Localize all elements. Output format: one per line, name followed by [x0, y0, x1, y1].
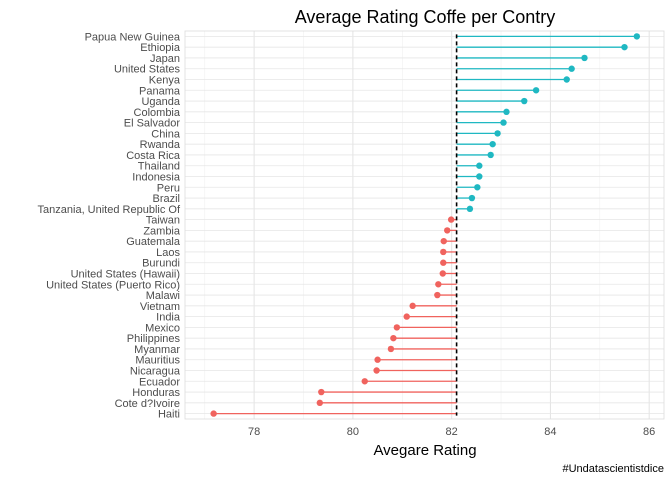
y-tick-label: Honduras — [132, 387, 180, 399]
point — [434, 291, 441, 299]
point — [440, 248, 447, 256]
y-tick-label: Zambia — [143, 225, 181, 237]
y-tick-label: Burundi — [142, 258, 180, 270]
y-tick-label: India — [156, 312, 181, 324]
point — [474, 184, 481, 191]
point — [621, 43, 628, 51]
x-tick-labels: 78 80 82 84 86 — [248, 426, 655, 438]
panel-border — [184, 30, 665, 420]
x-tick-label: 82 — [446, 426, 458, 438]
x-tick-label: 86 — [643, 426, 655, 438]
y-tick-label: Costa Rica — [126, 150, 181, 162]
y-tick-label: Philippines — [127, 333, 181, 345]
y-tick-label: United States (Puerto Rico) — [46, 279, 180, 291]
point — [633, 33, 641, 40]
point — [466, 205, 474, 213]
point — [439, 270, 446, 277]
grid — [184, 30, 665, 420]
y-tick-label: Japan — [150, 53, 180, 65]
point — [361, 378, 368, 385]
y-tick-label: Indonesia — [132, 172, 181, 184]
y-tick-label: Vietnam — [140, 301, 180, 313]
y-tick-label: Peru — [157, 182, 180, 194]
point — [318, 388, 325, 396]
point — [568, 65, 575, 72]
y-tick-label: Panama — [139, 85, 181, 97]
point — [373, 367, 380, 374]
point — [440, 259, 447, 266]
y-tick-label: Rwanda — [140, 139, 181, 151]
x-tick-label: 84 — [544, 426, 556, 438]
point — [581, 54, 588, 62]
y-tick-label: El Salvador — [124, 118, 181, 130]
point — [387, 345, 395, 353]
x-tick-label: 80 — [347, 426, 359, 438]
y-tick-label: Myanmar — [134, 344, 180, 356]
y-tick-label: Nicaragua — [130, 366, 181, 378]
point — [393, 324, 401, 331]
point — [403, 313, 410, 320]
point — [435, 281, 442, 288]
point — [390, 334, 397, 342]
point — [468, 194, 476, 202]
y-tick-label: Ecuador — [139, 376, 180, 388]
y-tick-label: Thailand — [138, 161, 180, 173]
point — [500, 119, 507, 126]
point — [532, 87, 540, 94]
y-tick-label: United States (Hawaii) — [71, 269, 180, 281]
y-tick-label: Laos — [156, 247, 180, 259]
caption: #Undatascientistdice — [562, 463, 664, 475]
point — [210, 410, 217, 417]
y-tick-label: Mauritius — [135, 355, 180, 367]
y-tick-label: United States — [114, 64, 181, 76]
point — [487, 151, 494, 159]
point — [476, 173, 483, 180]
y-tick-label: Mexico — [145, 322, 180, 334]
y-tick-label: Malawi — [146, 290, 180, 302]
y-tick-label: Kenya — [149, 75, 181, 87]
point — [374, 356, 381, 363]
point — [447, 216, 455, 223]
y-tick-label: Ethiopia — [140, 42, 181, 54]
y-tick-label: Taiwan — [146, 215, 180, 227]
y-tick-label: Brazil — [152, 193, 180, 205]
point — [489, 140, 496, 148]
point — [476, 162, 483, 169]
point — [521, 97, 528, 105]
point — [440, 237, 447, 245]
stems — [213, 35, 637, 415]
y-tick-label: Cote d?Ivoire — [115, 398, 180, 410]
point — [503, 108, 510, 116]
chart-title: Average Rating Coffe per Contry — [295, 7, 555, 27]
point — [563, 76, 570, 83]
y-tick-label: Colombia — [134, 107, 181, 119]
y-tick-label: Tanzania, United Republic Of — [38, 204, 181, 216]
y-tick-label: Uganda — [141, 96, 180, 108]
point — [316, 399, 324, 407]
x-tick-label: 78 — [248, 426, 260, 438]
point — [494, 130, 501, 137]
points — [210, 33, 641, 417]
y-tick-label: Papua New Guinea — [85, 31, 181, 43]
point — [444, 227, 451, 234]
point — [409, 302, 416, 310]
y-tick-label: Haiti — [158, 409, 180, 421]
y-tick-label: China — [151, 128, 181, 140]
y-tick-label: Guatemala — [126, 236, 181, 248]
x-axis-label: Avegare Rating — [373, 442, 476, 459]
